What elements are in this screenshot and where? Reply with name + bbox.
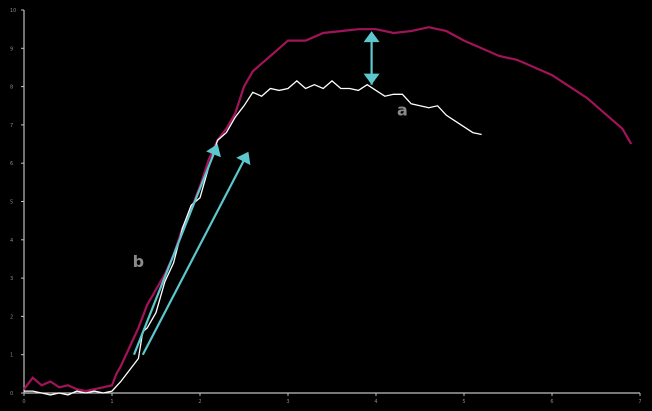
x-tick-label: 2: [198, 399, 201, 405]
x-tick-label: 0: [22, 399, 25, 405]
x-tick-label: 3: [286, 399, 289, 405]
y-tick-label: 10: [10, 8, 16, 14]
annotation-label-a: a: [397, 101, 408, 120]
y-tick-label: 6: [10, 161, 13, 167]
arrowhead: [206, 144, 221, 158]
y-tick-label: 4: [10, 238, 13, 244]
x-tick-label: 6: [550, 399, 553, 405]
y-tick-label: 3: [10, 276, 13, 282]
y-tick-label: 5: [10, 200, 13, 206]
annotation-arrow-2: [141, 156, 247, 356]
y-tick-label: 9: [10, 46, 13, 52]
x-tick-label: 7: [638, 399, 641, 405]
y-tick-label: 8: [10, 85, 13, 91]
annotation-labels: ab: [133, 101, 408, 271]
tick-layer: 0 1 2 3 4 5 6 7 0 1 2 3 4 5 6 7 8 9 10: [10, 8, 642, 405]
series-layer: [23, 26, 633, 396]
series-b-line: [23, 26, 633, 393]
y-tick-label: 2: [10, 314, 13, 320]
y-tick-label: 7: [10, 123, 13, 129]
x-tick-label: 4: [374, 399, 377, 405]
annotation-arrow-1: [132, 149, 217, 356]
annotation-label-b: b: [133, 252, 144, 271]
arrowhead: [363, 73, 380, 85]
x-tick-label: 5: [462, 399, 465, 405]
axes: [23, 10, 640, 394]
arrowhead: [363, 31, 380, 43]
arrowhead: [236, 151, 251, 166]
series-a-line: [24, 80, 482, 396]
y-tick-label: 1: [10, 353, 13, 359]
annotation-arrows: [132, 31, 380, 356]
y-tick-label: 0: [10, 391, 13, 397]
x-tick-label: 1: [110, 399, 113, 405]
